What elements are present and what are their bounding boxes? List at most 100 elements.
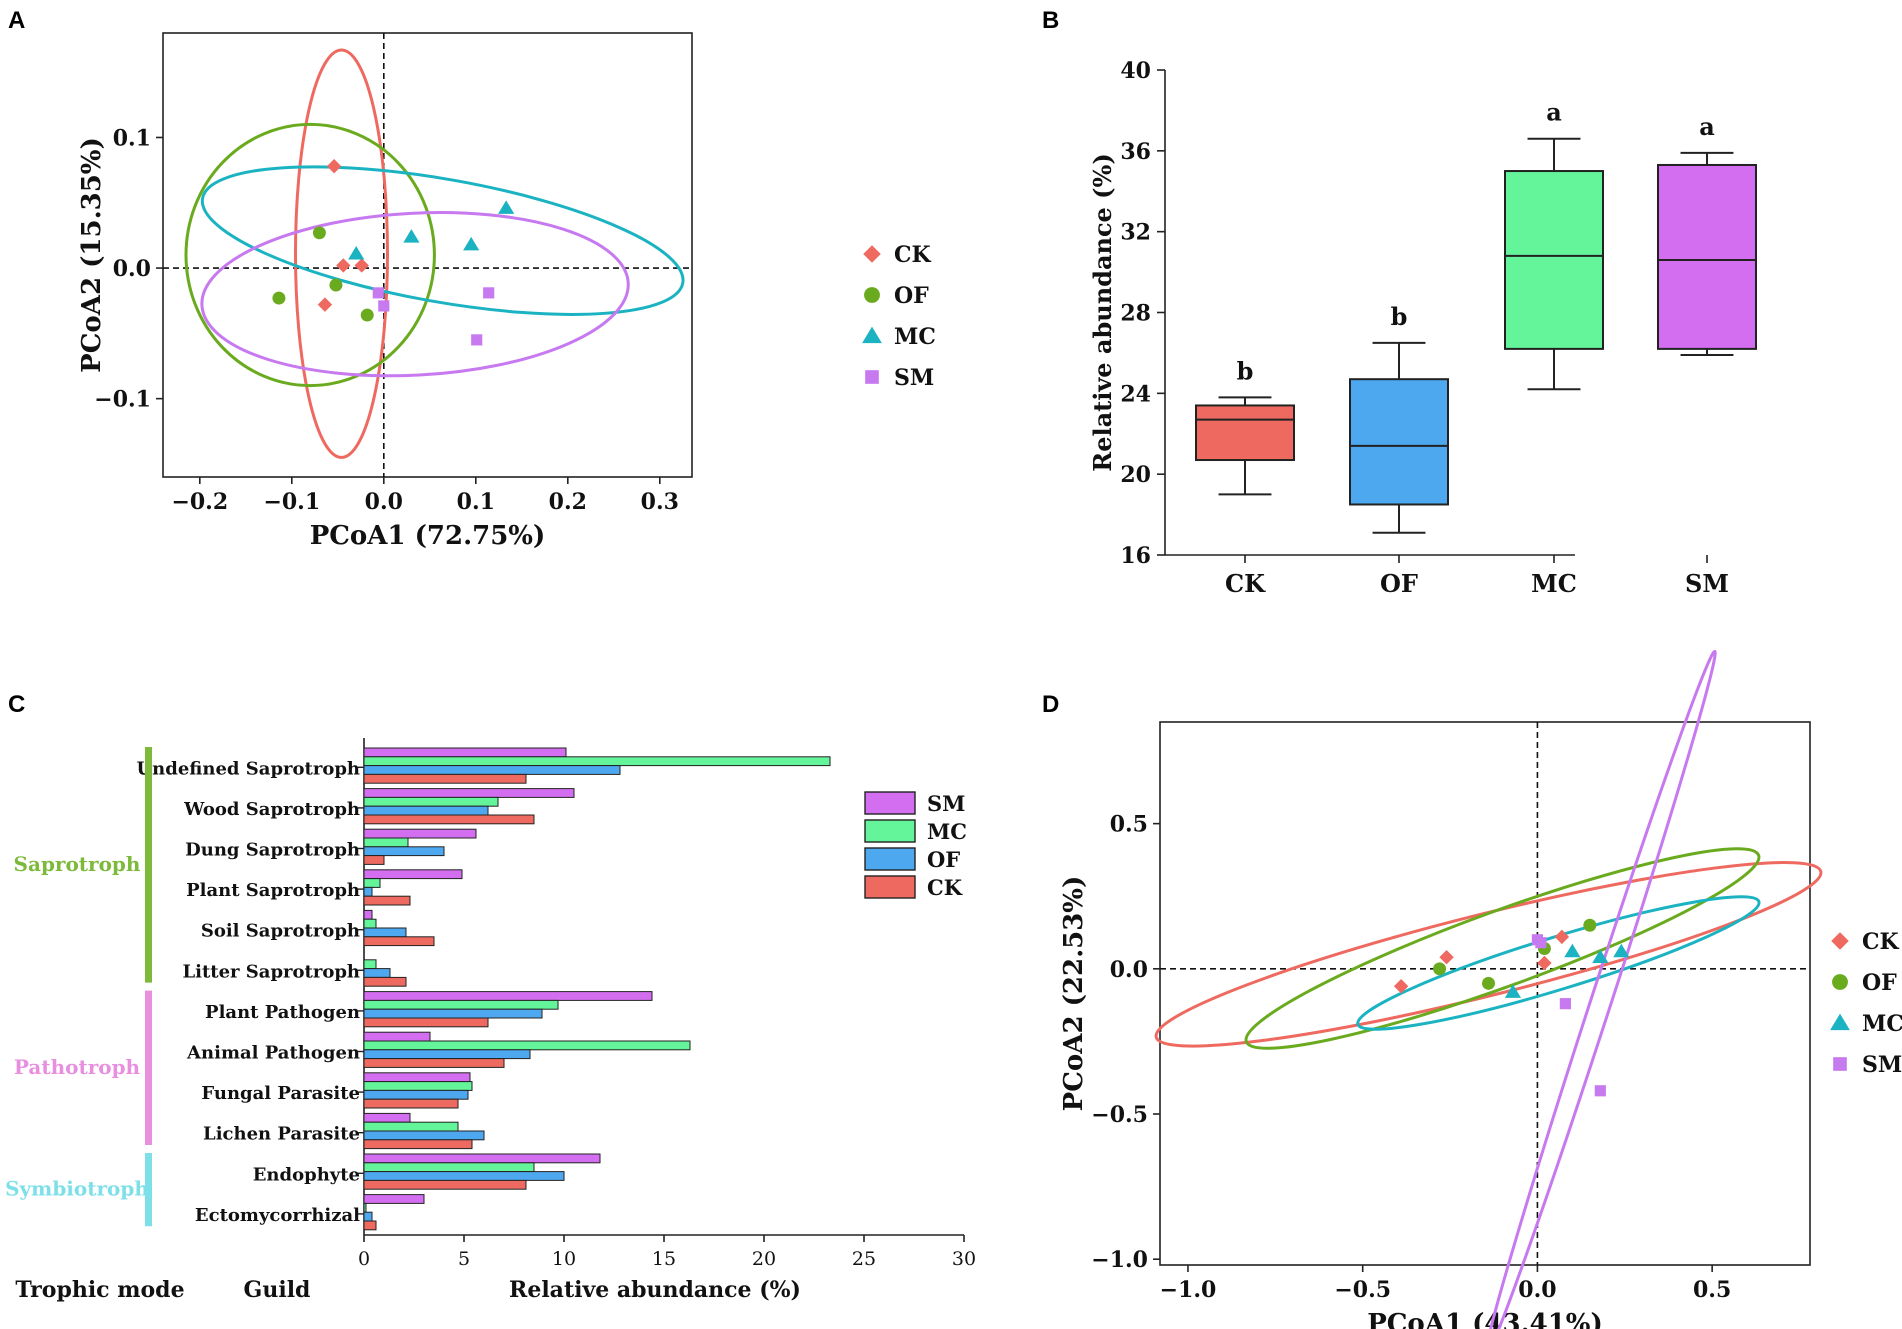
legend-label-sm: SM (927, 791, 965, 816)
point-of (1482, 976, 1495, 990)
ellipse-sm (200, 211, 630, 378)
x-tick-label: 0.0 (365, 489, 403, 515)
legend-marker-mc (1830, 1013, 1850, 1031)
panel-letter-b: B (1042, 7, 1059, 34)
bar-mc (363, 1081, 473, 1091)
bar-sm (363, 828, 477, 839)
legend-swatch-ck (864, 875, 916, 899)
legend-marker-of (1832, 974, 1848, 990)
bar-mc (363, 999, 559, 1010)
box-ck (1195, 404, 1295, 462)
point-sm (1594, 1085, 1606, 1097)
bar-sm (363, 1072, 471, 1083)
y-tick-label: 0.5 (1110, 812, 1148, 838)
bar-ck (363, 1098, 459, 1109)
bar-ck (363, 1139, 473, 1150)
point-mc (403, 229, 420, 243)
legend-label-mc: MC (1862, 1011, 1902, 1037)
guild-label: Dung Saprotroph (185, 840, 360, 861)
x-tick-label: SM (1685, 569, 1729, 598)
ellipse-ck (1154, 861, 1823, 1048)
point-ck (326, 159, 342, 174)
x-tick-label: 0.0 (1518, 1277, 1556, 1303)
point-sm (1535, 937, 1547, 949)
bar-mc (363, 1162, 535, 1173)
point-mc (1504, 984, 1522, 998)
ellipse-mc (1356, 895, 1761, 1031)
legend-swatch-mc (864, 819, 916, 843)
x-axis-title: Relative abundance (%) (509, 1277, 801, 1303)
point-ck (1537, 955, 1552, 971)
legend-label-mc: MC (927, 819, 967, 844)
ellipse-sm (1483, 649, 1717, 1329)
bar-mc (363, 1121, 459, 1132)
bar-sm (363, 788, 575, 798)
x-tick-label: 0 (358, 1248, 370, 1270)
bar-sm (363, 1112, 411, 1123)
legend-label-ck: CK (1862, 929, 1900, 955)
legend-swatch-of (864, 847, 916, 871)
y-tick-label: 0.0 (113, 256, 151, 282)
bar-of (363, 846, 445, 857)
bar-of (363, 886, 373, 897)
bar-of (363, 968, 391, 978)
legend-label-ck: CK (927, 875, 963, 900)
x-axis-title: PCoA1 (43.41%) (1367, 1309, 1603, 1329)
x-tick-label: −0.1 (263, 489, 320, 515)
bar-sm (363, 869, 463, 880)
bar-mc (363, 796, 499, 807)
y-tick-label: 40 (1120, 58, 1151, 84)
panel-d-pcoa: −1.0 −0.5 0.0 0.5 0.5 0.0 −0.5 −1.0 PCoA1 (43.41… (1059, 649, 1902, 1329)
x-tick-label: 30 (952, 1248, 976, 1270)
panel-letter-d: D (1042, 691, 1059, 718)
y-axis-title: Relative abundance (%) (1088, 153, 1117, 471)
point-of (272, 291, 286, 305)
y-tick-label: 0.1 (113, 125, 151, 151)
bar-ck (363, 1179, 527, 1190)
y-tick-label: 24 (1120, 381, 1151, 407)
x-tick-label: 25 (852, 1248, 876, 1270)
y-tick-label: −0.5 (1091, 1102, 1148, 1128)
bar-ck (363, 1058, 505, 1068)
y-axis-title: PCoA2 (15.35%) (77, 137, 107, 373)
point-of (360, 308, 374, 322)
guild-label: Litter Saprotroph (182, 961, 360, 982)
point-ck (336, 258, 351, 273)
guild-label: Plant Pathogen (205, 1002, 360, 1023)
trophic-mode-bar (145, 990, 152, 1145)
x-tick-label: 5 (458, 1248, 470, 1270)
point-mc (1613, 943, 1630, 958)
box-mc (1504, 170, 1604, 350)
trophic-mode-header: Trophic mode (15, 1277, 184, 1303)
x-tick-label: 10 (552, 1248, 576, 1270)
point-of (1433, 962, 1447, 976)
legend-label-sm: SM (1862, 1052, 1902, 1078)
bar-mc (363, 878, 381, 888)
y-tick-label: 16 (1120, 543, 1151, 569)
significance-letter: a (1699, 112, 1715, 141)
ellipse-ck (293, 48, 389, 459)
y-axis-title: PCoA2 (22.53%) (1059, 876, 1089, 1112)
guild-label: Soil Saprotroph (201, 921, 360, 942)
guild-label: Animal Pathogen (186, 1043, 360, 1064)
significance-letter: b (1237, 356, 1254, 385)
bar-mc (363, 918, 377, 929)
panel-b-boxplot: 16 20 24 28 32 36 40 Relative abundance (%) CK b O… (1088, 58, 1757, 598)
legend-label-ck: CK (894, 242, 932, 268)
point-ck (1554, 929, 1570, 945)
point-mc (498, 200, 515, 214)
legend-label-of: OF (1862, 970, 1897, 996)
bar-sm (363, 1031, 431, 1042)
point-sm (471, 334, 483, 346)
legend-marker-mc (862, 326, 882, 344)
x-tick-label: OF (1380, 569, 1418, 598)
ellipse-of (184, 122, 436, 388)
y-tick-label: 20 (1120, 462, 1151, 488)
point-ck (317, 297, 333, 312)
guild-label: Fungal Parasite (201, 1083, 360, 1104)
point-mc (463, 236, 480, 251)
bar-sm (363, 1194, 425, 1204)
bar-of (363, 805, 489, 816)
legend-marker-of (864, 287, 880, 303)
